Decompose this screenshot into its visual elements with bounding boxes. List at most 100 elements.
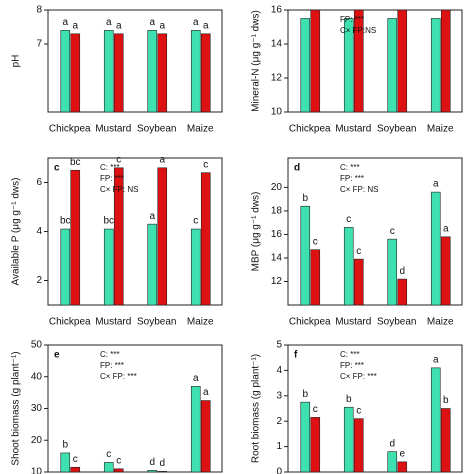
bar bbox=[147, 470, 158, 473]
y-tick-label: 14 bbox=[271, 39, 283, 50]
significance-letter: a bbox=[159, 154, 165, 165]
annotation: FP: *** bbox=[340, 361, 364, 370]
y-tick-label: 4 bbox=[276, 365, 282, 376]
significance-letter: bc bbox=[103, 216, 114, 227]
y-axis-label: MBP (μg g⁻¹ dws) bbox=[251, 192, 262, 272]
annotation: FP: *** bbox=[340, 15, 364, 24]
significance-letter: b bbox=[443, 395, 449, 406]
annotation: FP: *** bbox=[340, 174, 364, 183]
bar bbox=[353, 9, 364, 113]
x-tick-label: Mustard bbox=[95, 317, 131, 328]
significance-letter: c bbox=[356, 246, 361, 257]
bar bbox=[430, 191, 441, 306]
y-axis-label: Mineral-N (μg g⁻¹ dws) bbox=[251, 10, 262, 112]
significance-letter: a bbox=[193, 373, 199, 384]
x-tick-label: Maize bbox=[187, 317, 214, 328]
bar bbox=[113, 468, 124, 473]
significance-letter: c bbox=[356, 405, 361, 416]
y-tick-label: 18 bbox=[271, 206, 283, 217]
significance-letter: d bbox=[159, 458, 165, 469]
significance-letter: a bbox=[62, 17, 68, 28]
significance-letter: a bbox=[443, 223, 449, 234]
bar bbox=[430, 18, 441, 113]
y-tick-label: 12 bbox=[271, 276, 283, 287]
significance-letter: c bbox=[313, 236, 318, 247]
y-axis-label: pH bbox=[11, 55, 22, 68]
bar bbox=[157, 471, 168, 473]
bar bbox=[397, 278, 408, 306]
annotation: FP: *** bbox=[100, 361, 124, 370]
y-tick-label: 3 bbox=[276, 390, 282, 401]
bar bbox=[200, 172, 211, 306]
x-tick-label: Mustard bbox=[335, 124, 371, 135]
bar bbox=[147, 223, 158, 306]
bar bbox=[103, 462, 114, 473]
y-tick-label: 12 bbox=[271, 73, 283, 84]
bar bbox=[387, 451, 398, 473]
bar bbox=[70, 33, 81, 113]
x-tick-label: Maize bbox=[427, 317, 454, 328]
y-tick-label: 7 bbox=[36, 39, 42, 50]
significance-letter: d bbox=[399, 266, 405, 277]
y-tick-label: 14 bbox=[271, 253, 283, 264]
significance-letter: c bbox=[203, 159, 208, 170]
bar bbox=[343, 227, 354, 306]
bar bbox=[310, 417, 321, 473]
bar bbox=[60, 30, 71, 113]
x-tick-label: Chickpea bbox=[49, 124, 91, 135]
bar bbox=[440, 236, 451, 306]
significance-letter: a bbox=[149, 17, 155, 28]
bar bbox=[70, 466, 81, 473]
bar bbox=[310, 249, 321, 306]
panel-label: f bbox=[294, 350, 298, 361]
bar bbox=[353, 258, 364, 306]
annotation: C: *** bbox=[340, 163, 360, 172]
x-tick-label: Mustard bbox=[95, 124, 131, 135]
bar bbox=[157, 33, 168, 113]
bar bbox=[387, 238, 398, 306]
significance-letter: b bbox=[302, 389, 308, 400]
bar bbox=[343, 18, 354, 113]
bar bbox=[300, 401, 311, 473]
bar bbox=[430, 367, 441, 473]
y-tick-label: 8 bbox=[36, 5, 42, 16]
x-tick-label: Chickpea bbox=[289, 317, 331, 328]
x-tick-label: Maize bbox=[427, 124, 454, 135]
y-tick-label: 2 bbox=[276, 416, 282, 427]
panel-label: e bbox=[54, 350, 60, 361]
significance-letter: c bbox=[116, 154, 121, 165]
significance-letter: a bbox=[116, 20, 122, 31]
x-tick-label: Soybean bbox=[137, 317, 176, 328]
bar bbox=[147, 30, 158, 113]
significance-letter: c bbox=[193, 216, 198, 227]
significance-letter: a bbox=[433, 179, 439, 190]
significance-letter: a bbox=[193, 17, 199, 28]
annotation: C: *** bbox=[100, 350, 120, 359]
bar bbox=[113, 167, 124, 306]
bar bbox=[70, 169, 81, 306]
plot-frame bbox=[47, 9, 223, 113]
y-tick-label: 30 bbox=[31, 403, 43, 414]
significance-letter: c bbox=[313, 404, 318, 415]
x-tick-label: Soybean bbox=[377, 317, 416, 328]
y-tick-label: 4 bbox=[36, 226, 42, 237]
significance-letter: b bbox=[62, 440, 68, 451]
y-tick-label: 2 bbox=[36, 275, 42, 286]
bar bbox=[300, 18, 311, 113]
annotation: C: *** bbox=[100, 163, 120, 172]
y-axis-label: Available P (μg g⁻¹ dws) bbox=[11, 178, 22, 286]
bar bbox=[440, 9, 451, 113]
significance-letter: a bbox=[203, 20, 209, 31]
significance-letter: bc bbox=[70, 157, 81, 168]
significance-letter: e bbox=[399, 448, 405, 459]
bar bbox=[343, 406, 354, 473]
bar bbox=[113, 33, 124, 113]
bar bbox=[397, 461, 408, 473]
significance-letter: a bbox=[149, 211, 155, 222]
annotation: FP: *** bbox=[100, 174, 124, 183]
significance-letter: d bbox=[389, 438, 395, 449]
significance-letter: bc bbox=[60, 216, 71, 227]
y-tick-label: 16 bbox=[271, 5, 283, 16]
plot-frame bbox=[287, 157, 463, 306]
